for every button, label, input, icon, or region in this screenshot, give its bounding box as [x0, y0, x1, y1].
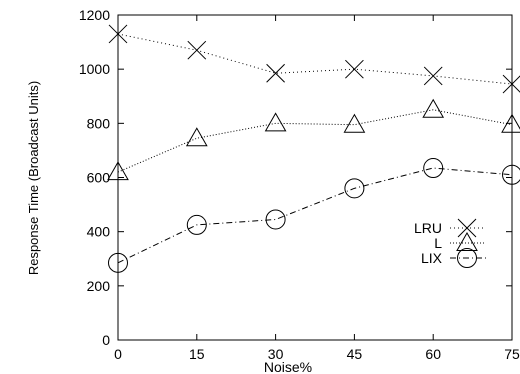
data-point-l: [501, 113, 520, 133]
plot-border: [117, 14, 513, 341]
data-point-lix: [423, 158, 444, 179]
x-tick-label: 15: [189, 346, 205, 362]
data-point-lix: [186, 214, 207, 235]
x-tick-label: 30: [268, 346, 284, 362]
data-point-lru: [423, 66, 443, 86]
data-point-lru: [502, 74, 520, 94]
series-lru: [108, 24, 520, 94]
data-point-lru: [108, 24, 128, 44]
legend-label-l: L: [434, 235, 442, 251]
series-l: [107, 98, 520, 181]
y-tick-label: 600: [87, 170, 111, 186]
data-point-lix: [108, 252, 128, 273]
legend-marker-lix: [457, 248, 477, 268]
y-tick-label: 200: [87, 278, 111, 294]
series-lix: [108, 158, 520, 273]
y-tick-label: 0: [102, 332, 110, 348]
data-point-l: [185, 127, 208, 147]
data-point-lru: [345, 59, 364, 79]
y-tick-label: 800: [87, 115, 111, 131]
y-axis-label: Response Time (Broadcast Units): [26, 81, 41, 275]
series-line-lru: [117, 33, 513, 85]
data-point-lru: [266, 63, 285, 83]
series-line-lix: [117, 167, 513, 264]
legend-label-lix: LIX: [421, 250, 443, 266]
x-tick-label: 60: [425, 346, 441, 362]
x-tick-label: 45: [347, 346, 363, 362]
data-point-l: [422, 98, 445, 118]
y-axis: 0 200 400 600 800 1000 1200: [79, 7, 512, 348]
y-tick-label: 400: [87, 224, 111, 240]
data-point-lix: [265, 209, 286, 230]
x-tick-label: 75: [504, 346, 520, 362]
data-point-l: [343, 113, 366, 133]
legend-label-lru: LRU: [414, 220, 442, 236]
series-line-l: [117, 109, 513, 173]
series-layer: [107, 24, 520, 273]
y-tick-label: 1000: [79, 61, 110, 77]
x-axis: 0 15 30 45 60 75: [114, 15, 520, 362]
legend-marker-l: [456, 231, 478, 251]
plot-frame: [117, 14, 513, 341]
y-tick-label: 1200: [79, 7, 110, 23]
x-axis-label: Noise%: [264, 359, 312, 374]
x-tick-label: 0: [114, 346, 122, 362]
data-point-l: [107, 161, 129, 181]
data-point-lru: [187, 40, 207, 60]
legend-marker-lru: [457, 218, 477, 238]
data-point-l: [264, 112, 287, 132]
data-point-lix: [502, 164, 520, 185]
data-point-lix: [344, 178, 365, 199]
